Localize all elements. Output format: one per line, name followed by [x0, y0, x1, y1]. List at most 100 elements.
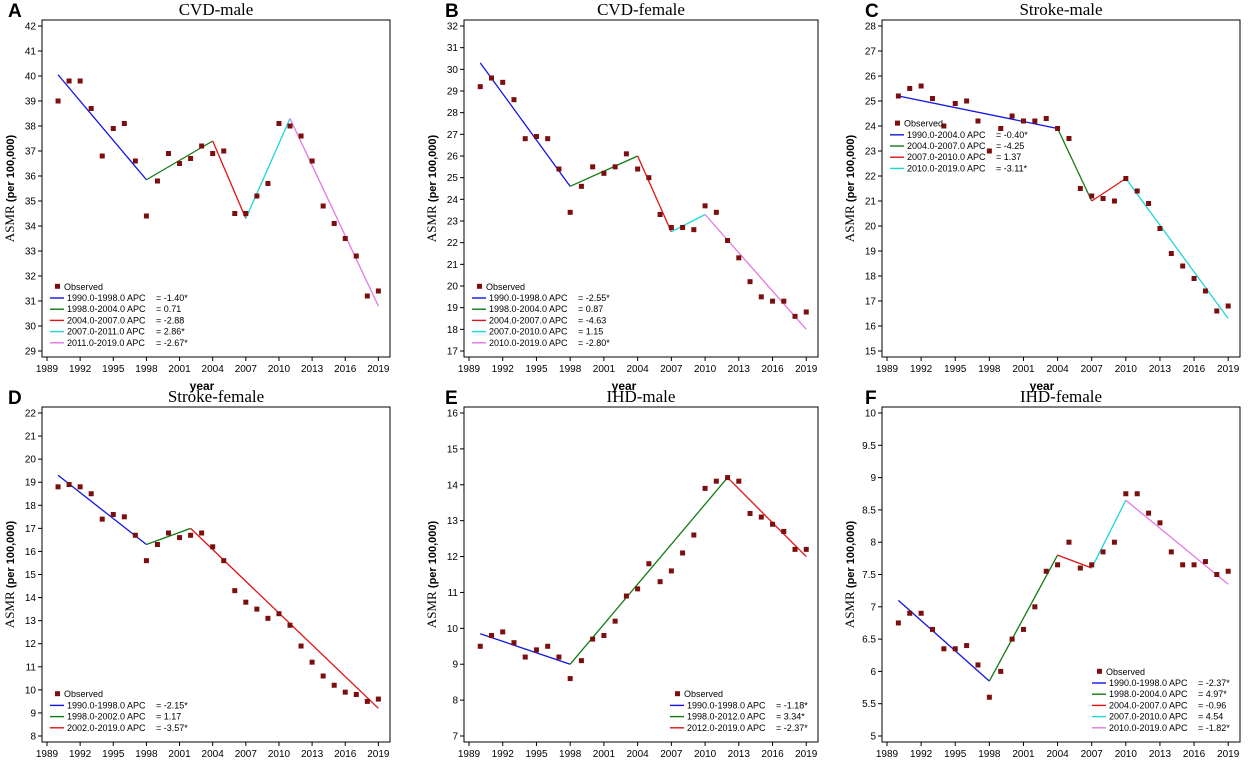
y-tick-label: 26	[447, 152, 459, 163]
y-tick-label: 23	[447, 217, 459, 228]
trend-segment-2	[146, 527, 191, 546]
observed-point	[747, 279, 753, 285]
observed-point	[154, 178, 160, 184]
x-tick-label: 1989	[876, 749, 899, 760]
plot-frame	[41, 19, 391, 358]
trend-segment-4	[1125, 178, 1229, 319]
y-tick-label: 18	[865, 272, 877, 283]
y-tick-label: 7	[452, 732, 458, 743]
observed-point	[998, 126, 1004, 131]
x-tick-label: 2013	[1149, 364, 1172, 375]
x-tick-label: 1995	[102, 364, 125, 375]
observed-point	[522, 136, 528, 142]
x-tick-label: 2019	[795, 364, 818, 375]
observed-point	[1066, 539, 1072, 545]
observed-point	[1214, 308, 1220, 314]
observed-point	[477, 643, 483, 649]
legend-entry-value: = 1.17	[156, 712, 181, 722]
y-tick-label: 7	[870, 602, 876, 613]
legend-entry-value: = 4.97*	[1198, 689, 1227, 699]
observed-point	[792, 546, 798, 552]
panel-d: D Stroke-female 8 9 10 11 12 13 14 15 16 17 18 19 20 21…	[2, 387, 391, 760]
observed-point	[918, 83, 924, 89]
trend-segment-5	[289, 118, 379, 307]
y-tick-label: 22	[447, 238, 459, 249]
observed-point	[500, 79, 506, 85]
observed-point	[353, 253, 359, 259]
x-tick-label: 1989	[36, 749, 59, 760]
legend-entry-value: = -0.96	[1198, 700, 1226, 710]
y-tick-label: 10	[865, 409, 877, 420]
observed-point	[309, 158, 315, 164]
y-tick-label: 8.5	[862, 505, 876, 516]
observed-point	[375, 288, 381, 294]
observed-point	[646, 175, 652, 181]
y-tick-label: 8	[452, 696, 458, 707]
x-tick-label: 2010	[1115, 364, 1138, 375]
x-axis-label: year	[612, 379, 637, 393]
plot-frame	[463, 19, 819, 358]
y-tick-label: 25	[447, 173, 459, 184]
observed-point	[1032, 118, 1038, 124]
observed-point	[320, 673, 326, 679]
y-tick-label: 36	[25, 172, 37, 183]
trend-segment-1	[898, 95, 1058, 130]
panel-title: Stroke-female	[168, 387, 264, 406]
y-axis-label: ASMR (per 100,000)	[842, 520, 857, 628]
legend-observed-label: Observed	[904, 119, 943, 129]
observed-point	[986, 148, 992, 154]
observed-point	[1009, 113, 1015, 119]
x-tick-label: 1998	[559, 364, 582, 375]
observed-point	[691, 532, 697, 538]
observed-point	[99, 516, 105, 522]
observed-point	[99, 153, 105, 159]
x-tick-label: 1992	[910, 749, 933, 760]
y-tick-label: 6	[870, 667, 876, 678]
legend-observed-marker	[675, 691, 680, 697]
y-tick-label: 11	[26, 662, 37, 673]
y-tick-label: 7.5	[862, 570, 876, 581]
y-tick-label: 24	[865, 122, 877, 133]
observed-point	[1043, 116, 1049, 121]
observed-point	[121, 514, 127, 520]
observed-point	[1123, 491, 1129, 497]
x-tick-label: 2004	[202, 749, 225, 760]
legend-entry-value: = -2.37*	[776, 723, 808, 733]
y-tick-label: 15	[25, 570, 37, 581]
x-tick-label: 1998	[135, 364, 158, 375]
trend-segment-2	[988, 554, 1059, 682]
x-tick-label: 2013	[728, 364, 751, 375]
observed-point	[77, 78, 83, 84]
y-axis-label-unit: (per 100,000)	[427, 520, 439, 588]
legend-entry-value: = -4.63	[578, 315, 606, 325]
y-tick-label: 31	[447, 43, 459, 54]
y-tick-label: 8	[870, 538, 876, 549]
y-axis-label: ASMR (per 100,000)	[842, 134, 857, 242]
observed-point	[758, 514, 764, 520]
legend-entry-value: = -1.40*	[156, 293, 188, 303]
panel-title: CVD-female	[597, 0, 685, 19]
panel-letter: A	[8, 1, 22, 22]
legend-entry-label: 2007.0-2010.0 APC	[907, 152, 986, 162]
legend-entry-label: 1990.0-2004.0 APC	[907, 130, 986, 140]
observed-point	[88, 106, 94, 111]
observed-point	[895, 93, 901, 99]
observed-point	[331, 221, 337, 226]
observed-point	[1225, 568, 1231, 574]
x-tick-label: 2001	[168, 364, 191, 375]
observed-point	[1202, 559, 1208, 565]
observed-point	[66, 482, 72, 488]
x-tick-label: 2007	[235, 364, 258, 375]
trend-segment-3	[727, 477, 807, 558]
observed-point	[1168, 251, 1174, 256]
observed-point	[623, 151, 629, 157]
legend-entry-value: = -2.37*	[1198, 678, 1230, 688]
observed-point	[331, 682, 337, 688]
observed-point	[952, 646, 958, 652]
y-tick-label: 21	[865, 197, 877, 208]
x-tick-label: 2019	[795, 749, 818, 760]
observed-point	[309, 659, 315, 665]
x-tick-label: 2004	[202, 364, 225, 375]
observed-point	[1020, 626, 1026, 632]
